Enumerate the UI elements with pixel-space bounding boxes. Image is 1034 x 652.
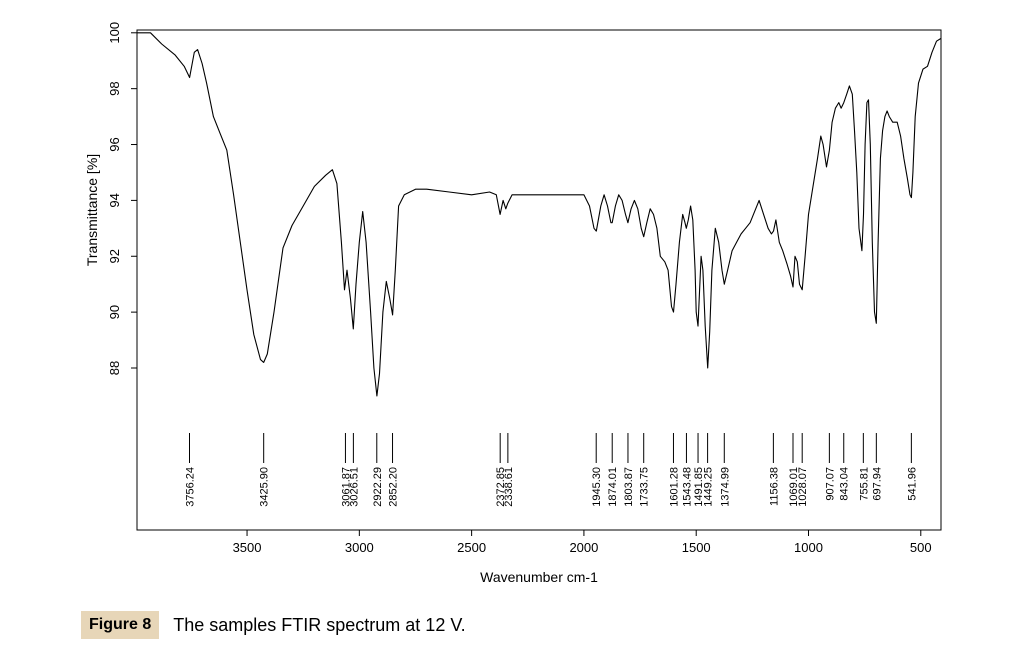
peak-label: 541.96 <box>906 467 918 501</box>
y-tick-label: 94 <box>107 193 122 207</box>
peak-label: 1733.75 <box>639 467 651 507</box>
y-tick-label: 98 <box>107 81 122 95</box>
peak-label: 755.81 <box>858 467 870 501</box>
y-tick-label: 96 <box>107 137 122 151</box>
figure-caption-text: The samples FTIR spectrum at 12 V. <box>173 614 466 635</box>
peak-label: 1874.01 <box>607 467 619 507</box>
y-axis: 88 90 92 94 96 98 100 <box>107 22 137 375</box>
peak-label: 1156.38 <box>768 467 780 506</box>
peak-label: 1601.28 <box>669 467 681 507</box>
y-tick-label: 90 <box>107 305 122 319</box>
plot-frame <box>136 29 942 531</box>
x-axis: 3500 3000 2500 2000 1500 1000 500 <box>233 530 932 555</box>
x-tick-label: 1000 <box>794 540 823 555</box>
peak-label: 2338.61 <box>503 467 515 507</box>
peak-label: 1803.87 <box>623 467 635 507</box>
peak-label: 1069.01 <box>788 467 800 507</box>
peak-label: 2372.85 <box>495 467 507 507</box>
x-tick-label: 3500 <box>233 540 262 555</box>
peak-label: 2922.29 <box>372 467 384 507</box>
peak-label: 1945.30 <box>591 467 603 507</box>
peak-label: 3425.90 <box>259 467 271 507</box>
peak-label: 1028.07 <box>797 467 809 507</box>
y-tick-label: 88 <box>107 361 122 375</box>
peak-label: 2852.20 <box>388 467 400 507</box>
x-tick-label: 1500 <box>682 540 711 555</box>
x-tick-label: 3000 <box>345 540 374 555</box>
y-axis-title: Transmittance [%] <box>84 154 100 266</box>
y-tick-label: 100 <box>107 22 122 44</box>
peak-label: 697.94 <box>871 467 883 501</box>
figure-caption: Figure 8 The samples FTIR spectrum at 12… <box>81 610 466 640</box>
peak-label: 3756.24 <box>185 467 197 507</box>
peak-label: 3026.51 <box>348 467 360 507</box>
x-tick-label: 2000 <box>569 540 598 555</box>
peak-label: 907.07 <box>824 467 836 501</box>
peak-label: 1374.99 <box>719 467 731 507</box>
y-tick-label: 92 <box>107 249 122 263</box>
figure-label: Figure 8 <box>81 611 160 639</box>
x-axis-title: Wavenumber cm-1 <box>480 569 598 585</box>
ftir-spectrum-chart: 88 90 92 94 96 98 100 3500 3000 2500 2000 1500 1000… <box>84 22 942 585</box>
peak-label: 843.04 <box>839 467 851 501</box>
spectrum-group <box>137 32 942 397</box>
peak-label: 1449.25 <box>703 467 715 507</box>
peak-label: 3061.87 <box>340 467 352 507</box>
x-tick-label: 2500 <box>457 540 486 555</box>
spectrum-line <box>137 32 942 397</box>
peak-label: 1491.85 <box>693 467 705 507</box>
x-tick-label: 500 <box>910 540 932 555</box>
peak-label: 1543.48 <box>681 467 693 507</box>
